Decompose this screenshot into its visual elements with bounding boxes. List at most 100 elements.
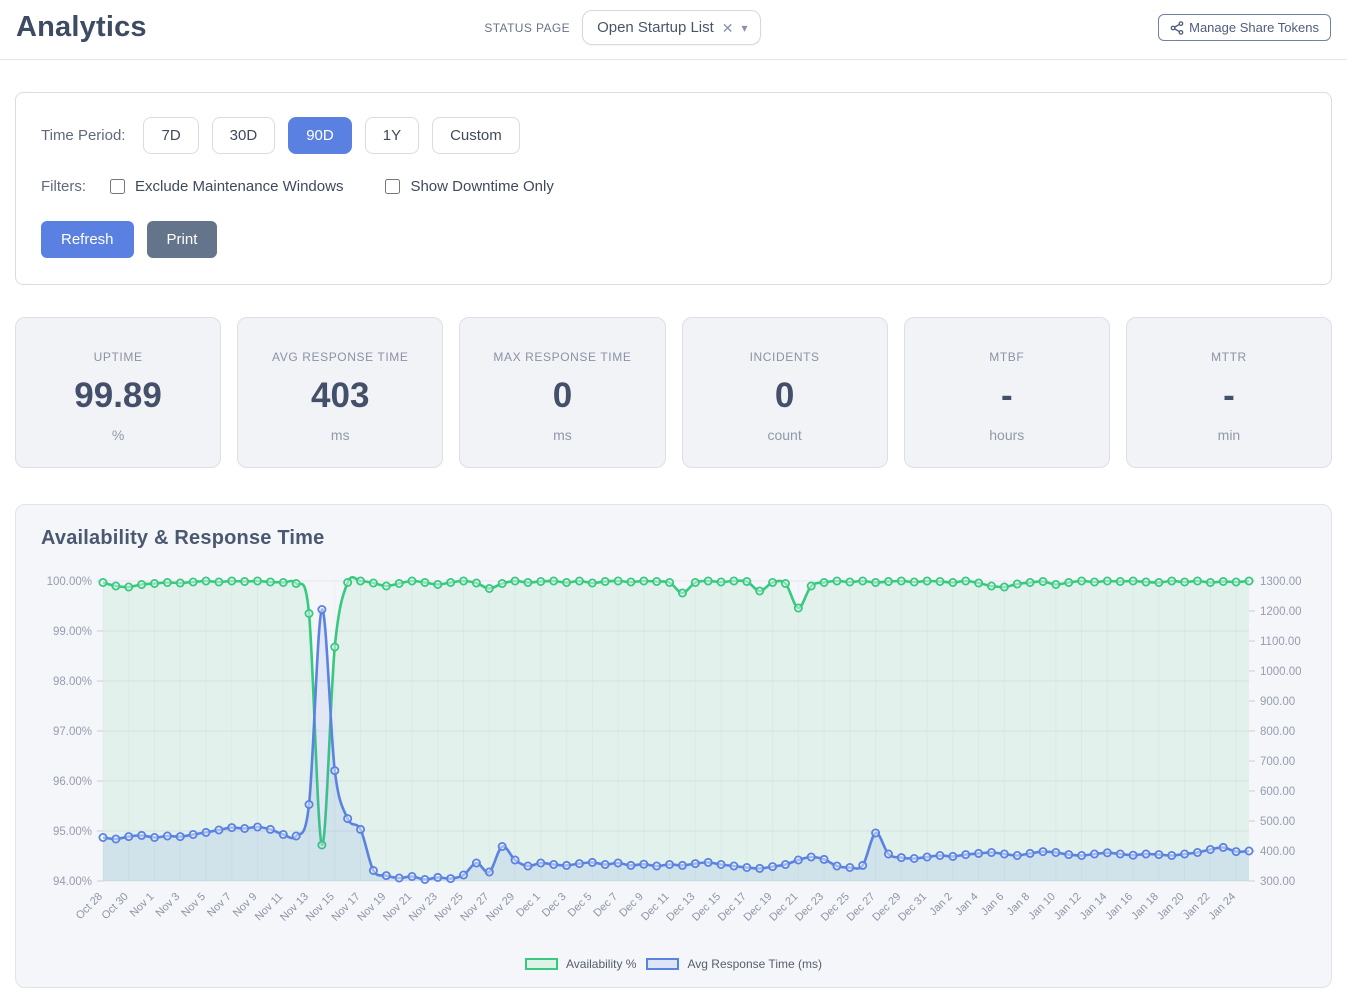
stat-card-avg-response: AVG RESPONSE TIME 403 ms — [237, 317, 444, 468]
actions-row: Refresh Print — [41, 221, 1306, 258]
svg-text:Jan 24: Jan 24 — [1206, 891, 1238, 923]
time-period-90d-button[interactable]: 90D — [288, 117, 352, 154]
stat-value: - — [1223, 376, 1235, 415]
svg-text:Jan 2: Jan 2 — [927, 891, 955, 919]
stat-value: 403 — [311, 376, 370, 415]
stat-unit: ms — [330, 427, 350, 443]
svg-text:98.00%: 98.00% — [53, 676, 92, 688]
stat-card-mtbf: MTBF - hours — [903, 317, 1110, 468]
filter-panel: Time Period: 7D 30D 90D 1Y Custom Filter… — [15, 92, 1332, 285]
svg-text:Jan 18: Jan 18 — [1129, 891, 1161, 923]
svg-text:700.00: 700.00 — [1260, 756, 1295, 768]
svg-text:900.00: 900.00 — [1260, 696, 1295, 708]
legend-item[interactable]: Avg Response Time (ms) — [646, 957, 822, 971]
svg-text:Dec 5: Dec 5 — [566, 891, 595, 920]
stat-unit: count — [767, 427, 802, 443]
stat-value: - — [1000, 376, 1013, 415]
svg-text:100.00%: 100.00% — [47, 576, 92, 588]
show-downtime-checkbox[interactable] — [385, 179, 401, 194]
legend-item[interactable]: Availability % — [525, 957, 636, 971]
chart-legend: Availability % Avg Response Time (ms) — [16, 957, 1331, 971]
stat-value: 0 — [774, 376, 795, 415]
page-header: Analytics STATUS PAGE Open Startup List … — [0, 0, 1347, 60]
stat-label: MTTR — [1211, 350, 1247, 364]
time-period-7d-button[interactable]: 7D — [143, 117, 199, 154]
status-page-select[interactable]: Open Startup List ✕ ▾ — [582, 10, 761, 45]
time-period-30d-button[interactable]: 30D — [211, 117, 276, 154]
svg-text:96.00%: 96.00% — [53, 776, 92, 788]
svg-text:Jan 4: Jan 4 — [953, 891, 981, 919]
svg-text:Dec 1: Dec 1 — [514, 891, 543, 920]
svg-text:800.00: 800.00 — [1260, 726, 1295, 738]
svg-text:Nov 3: Nov 3 — [154, 891, 183, 920]
svg-text:Jan 16: Jan 16 — [1103, 891, 1135, 923]
chevron-down-icon: ▾ — [741, 20, 748, 35]
stat-card-uptime: UPTIME 99.89 % — [15, 317, 222, 468]
stat-value: 99.89 — [74, 376, 162, 415]
clear-selection-icon[interactable]: ✕ — [721, 19, 734, 36]
svg-text:Jan 22: Jan 22 — [1181, 891, 1213, 923]
svg-text:Jan 12: Jan 12 — [1052, 891, 1084, 923]
availability-chart: 100.00% 99.00% 98.00% 97.00% 96.00% 95.00% 94.… — [16, 558, 1331, 955]
legend-label: Availability % — [566, 957, 637, 971]
svg-text:94.00%: 94.00% — [53, 876, 92, 888]
svg-text:97.00%: 97.00% — [53, 726, 92, 738]
stat-unit: min — [1217, 427, 1241, 443]
exclude-maintenance-checkbox[interactable] — [110, 179, 125, 194]
filters-row: Filters: Exclude Maintenance Windows Sho… — [41, 178, 1306, 195]
stat-label: AVG RESPONSE TIME — [272, 350, 409, 364]
svg-text:Dec 3: Dec 3 — [540, 891, 569, 920]
time-period-custom-button[interactable]: Custom — [432, 117, 520, 154]
stat-unit: ms — [553, 427, 572, 443]
svg-text:Nov 5: Nov 5 — [179, 891, 208, 920]
stat-unit: hours — [989, 427, 1025, 443]
refresh-button[interactable]: Refresh — [41, 221, 134, 258]
exclude-maintenance-group: Exclude Maintenance Windows — [110, 178, 343, 195]
stats-row: UPTIME 99.89 % AVG RESPONSE TIME 403 ms … — [15, 317, 1333, 468]
filters-label: Filters: — [41, 178, 86, 195]
svg-text:95.00%: 95.00% — [53, 826, 92, 838]
legend-swatch — [525, 958, 558, 970]
svg-text:99.00%: 99.00% — [53, 626, 92, 638]
svg-text:500.00: 500.00 — [1260, 816, 1295, 828]
stat-card-mttr: MTTR - min — [1125, 317, 1333, 468]
svg-text:600.00: 600.00 — [1260, 786, 1295, 798]
stat-card-max-response: MAX RESPONSE TIME 0 ms — [459, 317, 666, 468]
svg-text:Jan 10: Jan 10 — [1026, 891, 1058, 923]
legend-label: Avg Response Time (ms) — [687, 957, 822, 971]
stat-unit: % — [111, 427, 125, 443]
status-page-selected-value: Open Startup List — [597, 19, 714, 36]
availability-chart-card: Availability & Response Time 100.00% 99.0… — [15, 504, 1332, 988]
svg-text:1100.00: 1100.00 — [1260, 636, 1301, 648]
legend-swatch — [646, 958, 680, 970]
stat-label: UPTIME — [93, 350, 143, 364]
svg-text:300.00: 300.00 — [1260, 876, 1295, 888]
svg-text:1200.00: 1200.00 — [1260, 606, 1302, 618]
stat-card-incidents: INCIDENTS 0 count — [681, 317, 888, 468]
manage-share-tokens-button[interactable]: Manage Share Tokens — [1158, 14, 1331, 41]
chart-title: Availability & Response Time — [41, 527, 325, 549]
status-page-selector-group: STATUS PAGE Open Startup List ✕ ▾ — [484, 10, 761, 45]
svg-text:Dec 7: Dec 7 — [591, 891, 620, 920]
svg-text:1000.00: 1000.00 — [1260, 666, 1302, 678]
svg-text:1300.00: 1300.00 — [1260, 576, 1302, 588]
svg-text:Jan 20: Jan 20 — [1155, 891, 1187, 923]
time-period-1y-button[interactable]: 1Y — [364, 117, 420, 154]
svg-text:Dec 31: Dec 31 — [896, 891, 929, 924]
svg-text:400.00: 400.00 — [1260, 846, 1295, 858]
exclude-maintenance-label: Exclude Maintenance Windows — [135, 178, 344, 195]
svg-text:Oct 28: Oct 28 — [74, 891, 105, 922]
print-button[interactable]: Print — [146, 221, 218, 258]
chart-canvas: 100.00% 99.00% 98.00% 97.00% 96.00% 95.00% 94.… — [47, 575, 1302, 924]
time-period-label: Time Period: — [41, 127, 126, 144]
share-icon — [1170, 20, 1184, 35]
status-page-label: STATUS PAGE — [484, 20, 571, 35]
svg-text:Oct 30: Oct 30 — [99, 891, 130, 922]
svg-text:Jan 6: Jan 6 — [979, 891, 1007, 919]
stat-label: INCIDENTS — [749, 350, 820, 364]
svg-text:Nov 1: Nov 1 — [128, 891, 157, 920]
svg-text:Nov 29: Nov 29 — [484, 891, 517, 924]
show-downtime-label: Show Downtime Only — [410, 178, 554, 195]
svg-text:Jan 14: Jan 14 — [1078, 891, 1110, 923]
